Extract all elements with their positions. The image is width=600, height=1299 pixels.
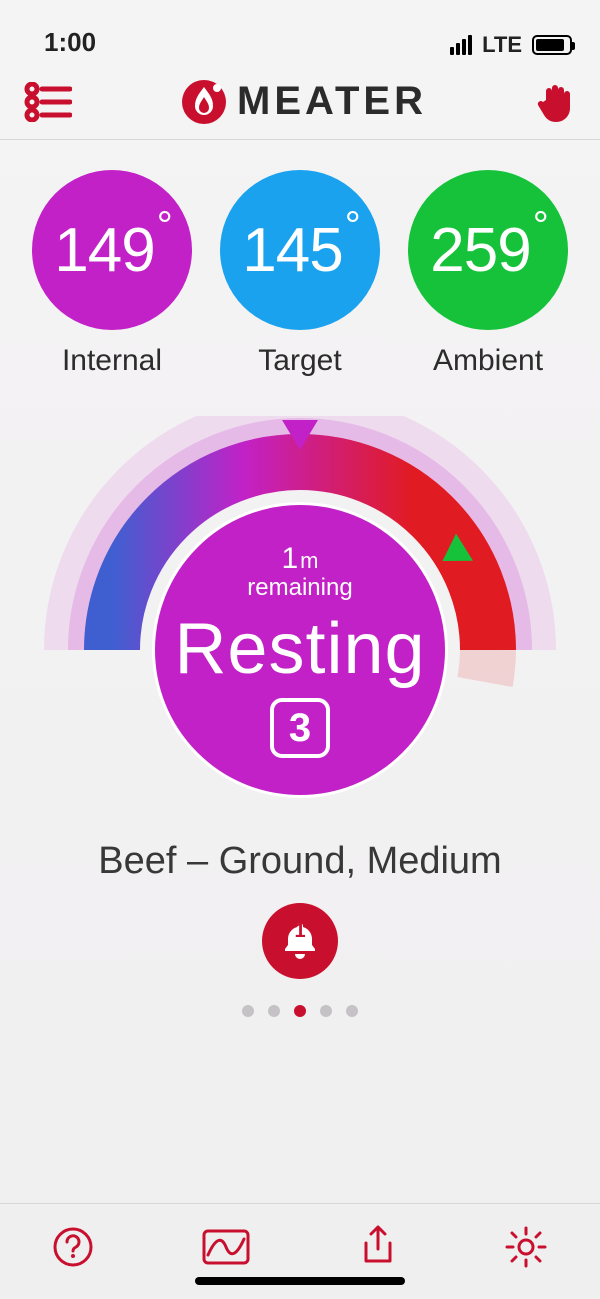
countdown-badge: 3: [270, 698, 330, 758]
home-indicator[interactable]: [195, 1277, 405, 1285]
target-temp-circle: 145°: [220, 170, 380, 330]
page-dot[interactable]: [346, 1005, 358, 1017]
gauge-area: 1m remaining Resting 3 Beef – Ground, Me…: [0, 388, 600, 1017]
page-dot-active[interactable]: [294, 1005, 306, 1017]
brand-name: MEATER: [237, 79, 427, 124]
internal-temp-circle: 149°: [32, 170, 192, 330]
share-icon: [356, 1223, 400, 1271]
cook-gauge[interactable]: 1m remaining Resting 3: [40, 416, 560, 836]
cellular-signal-icon: [450, 35, 472, 55]
target-temp[interactable]: 145° Target: [220, 170, 380, 378]
target-temp-value: 145: [242, 215, 342, 286]
internal-temp-value: 149: [54, 215, 154, 286]
page-dot[interactable]: [242, 1005, 254, 1017]
ambient-temp-value: 259: [430, 215, 530, 286]
cook-status: Resting: [174, 608, 425, 690]
degree-symbol: °: [345, 204, 360, 249]
temperature-row: 149° Internal 145° Target 259° Ambient: [0, 140, 600, 388]
battery-icon: [532, 35, 572, 55]
gauge-center: 1m remaining Resting 3: [152, 502, 448, 798]
gear-icon: [503, 1224, 549, 1270]
ambient-temp[interactable]: 259° Ambient: [408, 170, 568, 378]
page-indicator[interactable]: [242, 1005, 358, 1017]
share-button[interactable]: [356, 1223, 400, 1271]
time-remaining-label: remaining: [247, 574, 352, 602]
internal-temp-label: Internal: [62, 344, 162, 378]
graph-icon: [198, 1225, 254, 1269]
settings-button[interactable]: [503, 1224, 549, 1270]
brand: MEATER: [181, 79, 427, 125]
target-temp-label: Target: [258, 344, 341, 378]
degree-symbol: °: [157, 204, 172, 249]
internal-temp[interactable]: 149° Internal: [32, 170, 192, 378]
flame-icon: [181, 79, 227, 125]
manual-mode-icon[interactable]: [536, 80, 576, 124]
status-bar: 1:00 LTE: [0, 0, 600, 64]
network-label: LTE: [482, 32, 522, 58]
app-screen: 1:00 LTE: [0, 0, 600, 1299]
alerts-button[interactable]: 1: [262, 903, 338, 979]
degree-symbol: °: [533, 204, 548, 249]
help-icon: [51, 1225, 95, 1269]
ambient-temp-circle: 259°: [408, 170, 568, 330]
ambient-temp-label: Ambient: [433, 344, 543, 378]
cook-description: Beef – Ground, Medium: [98, 840, 501, 883]
status-time: 1:00: [44, 27, 96, 58]
alerts-count: 1: [294, 920, 305, 943]
time-remaining-value: 1m: [281, 542, 318, 576]
status-right: LTE: [450, 32, 572, 58]
menu-icon[interactable]: [24, 82, 72, 122]
help-button[interactable]: [51, 1225, 95, 1269]
nav-bar: MEATER: [0, 64, 600, 140]
graph-button[interactable]: [198, 1225, 254, 1269]
page-dot[interactable]: [320, 1005, 332, 1017]
page-dot[interactable]: [268, 1005, 280, 1017]
